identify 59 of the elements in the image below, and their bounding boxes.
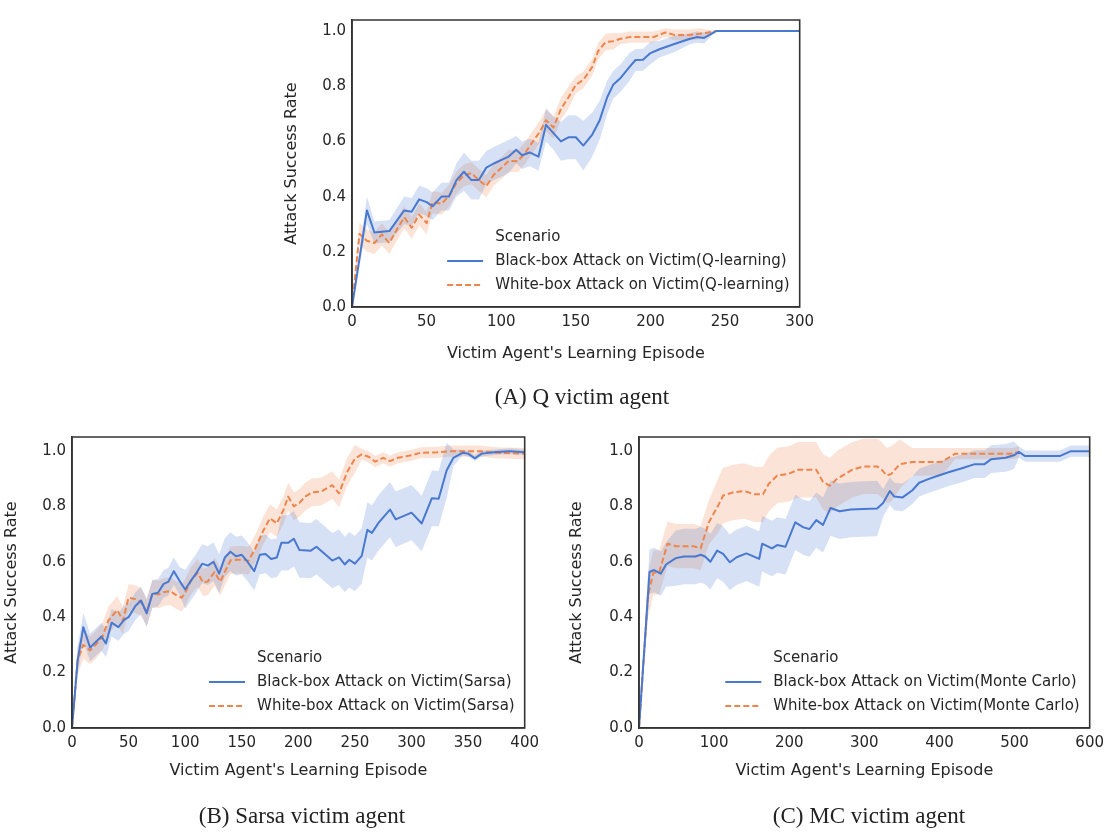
x-tick-label: 0	[67, 732, 77, 751]
y-tick-label: 0.8	[609, 496, 633, 515]
legend-label: Black-box Attack on Victim(Sarsa)	[257, 671, 512, 690]
y-tick-label: 0.0	[42, 717, 66, 736]
x-tick-label: 600	[1075, 732, 1105, 751]
x-tick-label: 150	[227, 732, 257, 751]
legend-label: Black-box Attack on Victim(Monte Carlo)	[773, 671, 1077, 690]
y-tick-label: 1.0	[42, 440, 66, 459]
x-tick-label: 350	[453, 732, 483, 751]
y-tick-label: 0.8	[322, 76, 346, 95]
y-tick-label: 0.0	[322, 296, 346, 315]
x-tick-label: 300	[397, 732, 426, 751]
text: (C) MC victim agent	[771, 803, 967, 829]
x-axis-title: Victim Agent's Learning Episode	[735, 759, 994, 779]
x-tick-label: 500	[1000, 732, 1029, 751]
legend-label: White-box Attack on Victim(Monte Carlo)	[773, 695, 1080, 714]
x-tick-label: 250	[340, 732, 370, 751]
y-tick-label: 0.6	[322, 131, 346, 150]
x-tick-label: 200	[774, 732, 804, 751]
y-tick-label: 0.2	[609, 662, 633, 681]
x-tick-label: 100	[699, 732, 729, 751]
y-tick-label: 0.4	[42, 607, 66, 626]
y-axis-title: Attack Success Rate	[565, 501, 585, 664]
x-tick-label: 300	[785, 311, 815, 330]
y-tick-label: 0.0	[609, 717, 633, 736]
y-tick-label: 0.4	[609, 607, 633, 626]
x-tick-label: 0	[634, 732, 644, 751]
y-axis-title: Attack Success Rate	[0, 501, 20, 664]
x-tick-label: 0	[347, 311, 357, 330]
x-tick-label: 150	[561, 311, 591, 330]
legend-label: White-box Attack on Victim(Sarsa)	[257, 695, 515, 714]
y-tick-label: 1.0	[322, 20, 346, 39]
y-tick-label: 0.2	[322, 241, 346, 260]
x-axis-title: Victim Agent's Learning Episode	[169, 759, 428, 779]
x-tick-label: 100	[170, 732, 200, 751]
legend-title: Scenario	[257, 647, 323, 666]
x-tick-label: 250	[710, 311, 740, 330]
text: (A) Q victim agent	[493, 384, 671, 410]
x-tick-label: 400	[925, 732, 954, 751]
y-tick-label: 0.2	[42, 662, 66, 681]
y-tick-label: 0.6	[609, 551, 633, 570]
y-tick-label: 1.0	[609, 440, 633, 459]
x-tick-label: 100	[486, 311, 516, 330]
legend-title: Scenario	[495, 226, 561, 245]
x-tick-label: 400	[510, 732, 540, 751]
y-tick-label: 0.4	[322, 186, 346, 205]
y-axis-title: Attack Success Rate	[280, 82, 300, 245]
y-tick-label: 0.6	[42, 551, 66, 570]
text: (B) Sarsa victim agent	[197, 803, 407, 829]
x-axis-title: Victim Agent's Learning Episode	[446, 342, 705, 362]
legend-label: White-box Attack on Victim(Q-learning)	[495, 274, 790, 293]
x-tick-label: 200	[636, 311, 665, 330]
x-tick-label: 200	[284, 732, 313, 751]
x-tick-label: 50	[417, 311, 437, 330]
x-tick-label: 50	[119, 732, 139, 751]
legend-title: Scenario	[773, 647, 839, 666]
legend-label: Black-box Attack on Victim(Q-learning)	[495, 250, 787, 269]
x-tick-label: 300	[850, 732, 879, 751]
y-tick-label: 0.8	[42, 496, 66, 515]
